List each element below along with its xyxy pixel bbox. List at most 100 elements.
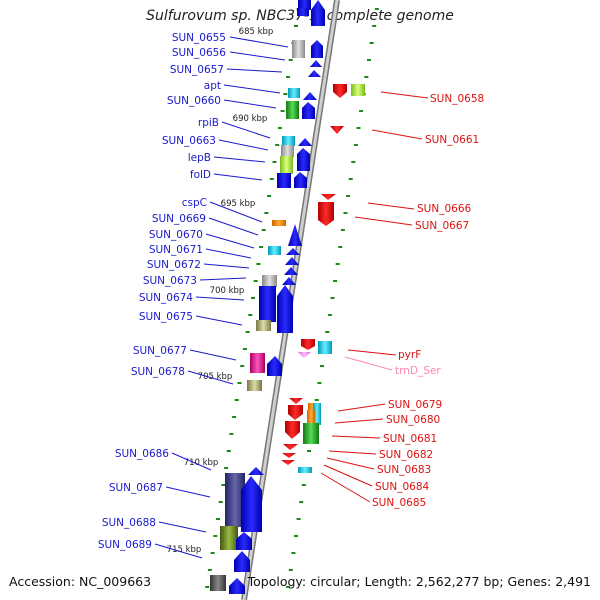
gene-label: SUN_0683 [377, 464, 431, 476]
gene-label: SUN_0671 [149, 244, 203, 256]
gene-arrow [281, 460, 295, 465]
gene-arrow [297, 148, 310, 171]
ruler-label: 685 kbp [239, 27, 274, 37]
track-dot [346, 195, 351, 197]
track-dot [264, 212, 269, 214]
track-dot [320, 365, 324, 367]
track-dot [335, 263, 340, 265]
gene-label: apt [204, 80, 221, 92]
gene-arrow [308, 70, 321, 77]
gene-label: SUN_0673 [143, 275, 197, 287]
gene-label: SUN_0658 [430, 93, 484, 105]
gene-block [268, 246, 281, 255]
ruler-label: 690 kbp [233, 114, 268, 124]
gene-label: SUN_0677 [133, 345, 187, 357]
gene-arrow [267, 356, 282, 376]
track-dot [259, 246, 264, 248]
gene-arrow [248, 467, 264, 475]
gene-block [292, 40, 305, 58]
track-dot [374, 8, 379, 10]
track-dot [367, 59, 371, 61]
track-dot [327, 314, 332, 316]
track-dot [267, 195, 272, 197]
gene-block [298, 0, 311, 10]
ruler-label: 695 kbp [221, 199, 256, 209]
gene-label: cspC [182, 197, 207, 209]
track-dot [283, 93, 288, 95]
gene-label: SUN_0672 [147, 259, 201, 271]
gene-block [225, 473, 245, 527]
gene-block [318, 341, 332, 354]
track-dot [226, 450, 231, 452]
track-dot [348, 178, 353, 180]
gene-label: SUN_0669 [152, 213, 206, 225]
gene-label: SUN_0656 [172, 47, 226, 59]
gene-label: SUN_0655 [172, 32, 226, 44]
track-dot [261, 229, 266, 231]
gene-arrow [285, 421, 300, 439]
gene-block [303, 423, 319, 444]
track-dot [286, 586, 291, 588]
track-dot [296, 518, 301, 520]
gene-arrow [284, 267, 298, 275]
gene-label: SUN_0681 [383, 433, 437, 445]
ruler-label: 705 kbp [198, 372, 233, 382]
gene-label: folD [190, 169, 211, 181]
leader-lines [154, 36, 289, 559]
gene-label: SUN_0686 [115, 448, 169, 460]
gene-arrow [318, 202, 334, 226]
track-dot [242, 348, 247, 350]
track-dot [272, 161, 277, 163]
track-dot [294, 25, 298, 27]
gene-block [220, 526, 238, 550]
trna-marker [298, 352, 311, 358]
gene-label: SUN_0679 [388, 399, 442, 411]
track-dot [207, 569, 212, 571]
leader-lines [320, 91, 429, 503]
gene-block [210, 575, 226, 591]
gene-label: SUN_0667 [415, 220, 469, 232]
gene-label: SUN_0674 [139, 292, 193, 304]
track-dot [288, 569, 293, 571]
gene-block [298, 467, 312, 473]
gene-arrow [277, 285, 293, 333]
gene-block [351, 84, 365, 96]
ruler-label: 715 kbp [167, 545, 202, 555]
gene-arrow [283, 444, 298, 450]
gene-label: SUN_0661 [425, 134, 479, 146]
track-dot [369, 42, 374, 44]
gene-arrow [234, 551, 250, 572]
gene-label: SUN_0682 [379, 449, 433, 461]
track-dot [269, 178, 274, 180]
gene-block [282, 136, 295, 146]
gene-block [307, 410, 315, 424]
ruler-labels: 685 kbp 690 kbp 695 kbp 700 kbp 705 kbp … [167, 27, 274, 555]
gene-arrow [303, 92, 317, 100]
track-dot [307, 450, 311, 452]
gene-arrow [236, 532, 252, 550]
gene-arrow [282, 453, 296, 458]
gene-block [286, 101, 299, 119]
gene-label: SUN_0689 [98, 539, 152, 551]
ruler-label: 700 kbp [210, 286, 245, 296]
gene-arrow [301, 339, 315, 350]
gene-arrow [294, 172, 307, 188]
gene-arrow [321, 194, 336, 200]
track-dot [301, 484, 306, 486]
gene-block [313, 403, 321, 425]
track-dot [205, 586, 210, 588]
gene-arrow [333, 84, 347, 98]
gene-block [259, 286, 276, 322]
track-dot [359, 110, 364, 112]
gene-arrow [288, 224, 302, 246]
track-dot [372, 25, 377, 27]
gene-label: rpiB [198, 117, 219, 129]
track-dot [240, 365, 245, 367]
gene-label: SUN_0666 [417, 203, 471, 215]
gene-label: SUN_0678 [131, 366, 185, 378]
track-dot [338, 246, 343, 248]
gene-arrow [311, 0, 325, 26]
track-dot [294, 535, 298, 537]
